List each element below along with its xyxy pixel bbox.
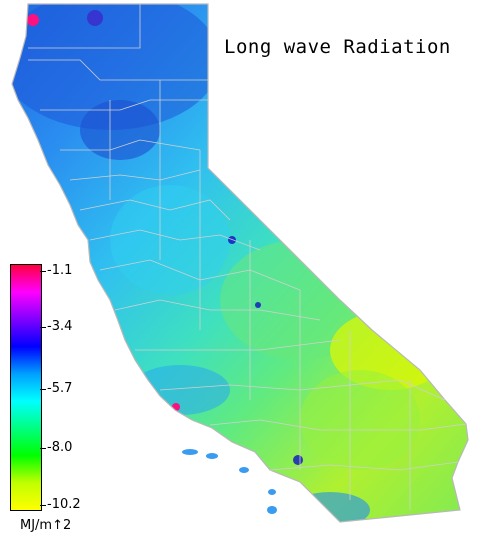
colorbar-tick (40, 505, 46, 506)
colorbar-unit-label: MJ/m↑2 (20, 518, 72, 533)
colorbar-tick (40, 448, 46, 449)
colorbar-tick-label: -1.1 (47, 263, 73, 278)
colorbar-tick-label: -10.2 (47, 497, 81, 512)
hot-spot-north (27, 14, 39, 26)
colorbar-tick (40, 327, 46, 328)
county-borders (11, 3, 469, 523)
hot-spot-south (172, 403, 180, 411)
colorbar (10, 264, 42, 511)
channel-islands (182, 449, 277, 514)
colorbar-tick-label: -8.0 (47, 440, 73, 455)
colorbar-tick (40, 271, 46, 272)
colorbar-tick-label: -5.7 (47, 381, 73, 396)
map-title: Long wave Radiation (224, 36, 451, 58)
colorbar-tick (40, 389, 46, 390)
colorbar-tick-label: -3.4 (47, 319, 73, 334)
